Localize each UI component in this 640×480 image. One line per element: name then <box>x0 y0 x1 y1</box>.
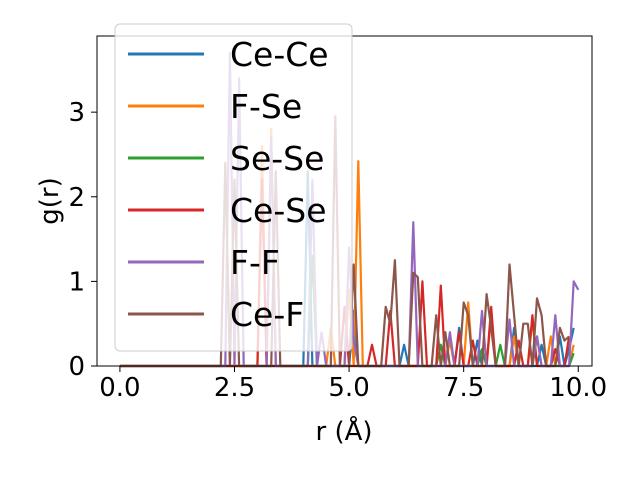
y-tick-label: 0 <box>68 352 85 382</box>
y-axis-label: g(r) <box>35 177 65 224</box>
x-tick-label: 0.0 <box>99 373 140 403</box>
y-axis: 0 1 2 3 <box>68 98 97 382</box>
legend: Ce-Ce F-Se Se-Se Ce-Se F-F Ce-F <box>114 23 353 352</box>
x-tick-label: 5.0 <box>328 373 369 403</box>
y-tick-label: 3 <box>68 98 85 128</box>
x-axis-label: r (Å) <box>315 415 372 447</box>
legend-label-se-se: Se-Se <box>230 139 324 178</box>
legend-label-ce-f: Ce-F <box>230 295 304 334</box>
x-tick-label: 7.5 <box>443 373 484 403</box>
x-tick-label: 10.0 <box>549 373 607 403</box>
legend-label-f-se: F-Se <box>230 87 302 126</box>
x-axis: 0.0 2.5 5.0 7.5 10.0 <box>99 366 607 403</box>
y-tick-label: 1 <box>68 267 85 297</box>
legend-label-f-f: F-F <box>230 243 280 282</box>
legend-label-ce-se: Ce-Se <box>230 191 327 230</box>
y-tick-label: 2 <box>68 183 85 213</box>
legend-label-ce-ce: Ce-Ce <box>230 35 329 74</box>
x-tick-label: 2.5 <box>214 373 255 403</box>
